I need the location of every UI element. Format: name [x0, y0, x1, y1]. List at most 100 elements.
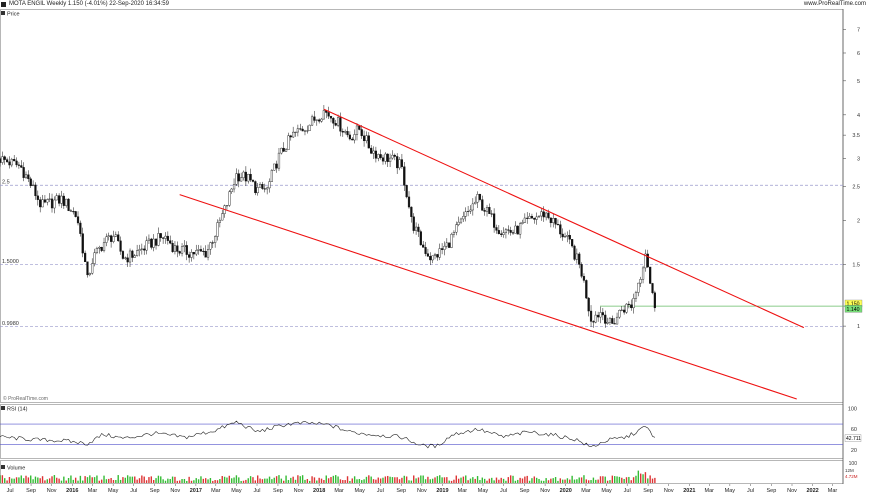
volume-bar	[613, 476, 616, 483]
candle-body	[289, 135, 292, 138]
price-ytick-label: 1.5	[852, 262, 860, 268]
volume-bar	[60, 480, 63, 483]
volume-bar	[283, 480, 285, 483]
volume-bar	[41, 476, 44, 483]
volume-bar	[543, 480, 545, 483]
volume-bar	[654, 477, 656, 483]
volume-bar	[136, 479, 138, 483]
volume-bar	[491, 477, 493, 483]
candle-body	[195, 250, 198, 255]
candle-body	[566, 235, 569, 237]
candle-body	[206, 249, 210, 258]
candle-body	[649, 266, 652, 284]
candle-body	[374, 150, 378, 159]
candle-body	[119, 240, 122, 252]
candle-body	[542, 211, 545, 218]
candle-body	[403, 166, 406, 186]
candle-body	[388, 157, 392, 162]
xtick-label: Nov	[787, 488, 797, 494]
volume-bar	[604, 476, 606, 483]
candle-body	[237, 173, 240, 182]
source-link[interactable]: www.ProRealTime.com	[803, 1, 866, 7]
volume-bar	[611, 475, 614, 483]
xtick-label: Jul	[624, 488, 631, 494]
candle-body	[419, 231, 422, 246]
volume-bar	[48, 478, 51, 483]
candle-body	[573, 245, 576, 260]
candle-body	[258, 184, 262, 188]
instrument-icon	[1, 2, 6, 7]
xtick-label: 2019	[436, 488, 448, 494]
volume-bar	[58, 478, 60, 483]
candle-body	[462, 216, 465, 220]
candle-body	[147, 238, 151, 241]
candle-body	[320, 118, 323, 122]
volume-bar	[483, 478, 486, 483]
volume-bar	[642, 474, 644, 483]
volume-bar	[460, 477, 462, 483]
volume-bar	[623, 478, 625, 483]
candle-body	[55, 195, 58, 201]
volume-bar	[77, 480, 79, 483]
volume-bar	[254, 480, 257, 483]
volume-bar	[103, 475, 105, 483]
last-price-label: 1.150	[847, 302, 860, 308]
candle-body	[76, 216, 80, 224]
price-panel-label: Price	[7, 12, 20, 18]
candle-body	[310, 116, 314, 126]
candle-body	[140, 248, 143, 250]
volume-last-label: 12M	[845, 468, 854, 473]
volume-bar	[382, 477, 384, 483]
candle-body	[410, 206, 413, 217]
candle-body	[270, 170, 273, 182]
candle-body	[334, 123, 337, 126]
candle-body	[62, 195, 65, 206]
volume-bar	[453, 479, 455, 483]
volume-bar	[394, 477, 396, 483]
candle-body	[60, 195, 63, 204]
volume-bar	[465, 475, 467, 483]
candle-body	[43, 199, 47, 203]
volume-bar	[214, 479, 216, 483]
volume-bar	[637, 470, 640, 483]
volume-bar	[124, 477, 127, 483]
candle-body	[318, 119, 321, 122]
volume-bar	[226, 477, 228, 483]
volume-bar	[115, 480, 117, 483]
volume-bar	[313, 477, 316, 483]
volume-bar	[20, 475, 22, 483]
volume-bar	[429, 479, 431, 483]
candle-body	[502, 232, 505, 235]
volume-bar	[342, 480, 344, 483]
volume-bar	[351, 478, 353, 483]
volume-bar	[167, 478, 169, 483]
volume-bar	[405, 476, 408, 483]
candle-body	[644, 253, 647, 269]
volume-bar	[65, 480, 67, 483]
volume-bar	[304, 479, 306, 483]
candle-body	[630, 304, 633, 309]
volume-bar	[370, 476, 372, 483]
candle-body	[514, 225, 517, 234]
candle-body	[414, 226, 418, 231]
volume-bar	[635, 475, 637, 483]
xtick-label: Mar	[705, 488, 715, 494]
xtick-label: Mar	[334, 488, 344, 494]
volume-bar	[297, 475, 299, 483]
volume-bar	[51, 476, 53, 483]
candle-body	[173, 245, 177, 252]
volume-bar	[410, 480, 413, 483]
candle-body	[639, 279, 642, 284]
candle-body	[519, 223, 522, 235]
xtick-label: Nov	[540, 488, 550, 494]
xtick-label: Jul	[377, 488, 384, 494]
volume-bar	[566, 478, 569, 483]
candle-body	[504, 229, 508, 233]
candle-body	[634, 292, 638, 299]
xtick-label: Mar	[88, 488, 98, 494]
candle-body	[178, 251, 181, 254]
candle-body	[604, 314, 607, 324]
volume-bar	[346, 476, 349, 483]
volume-bar	[6, 480, 8, 483]
